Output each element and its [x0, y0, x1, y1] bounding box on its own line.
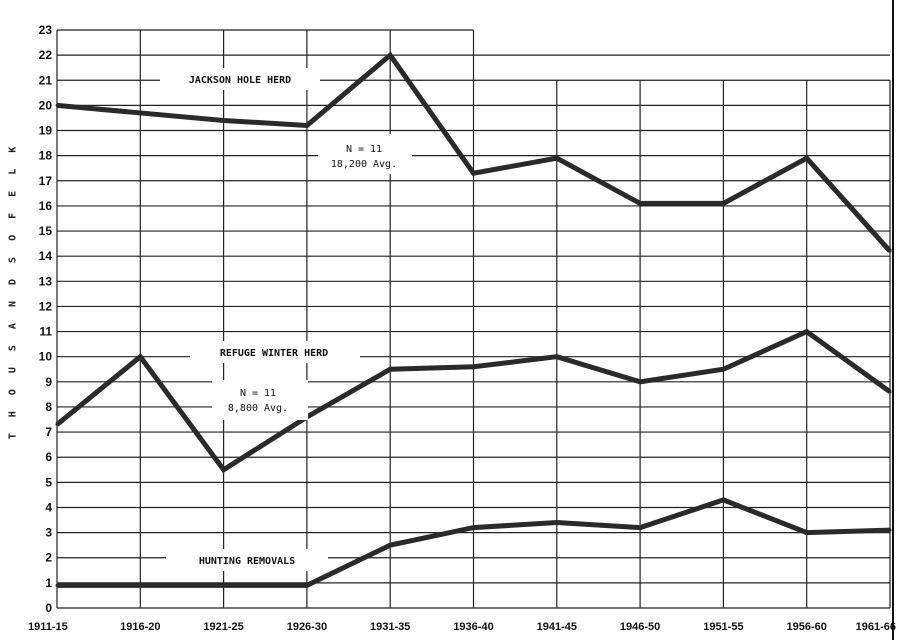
data-point — [388, 53, 392, 57]
x-tick-label: 1951-55 — [703, 621, 743, 633]
x-tick-label: 1931-35 — [370, 621, 410, 633]
data-point — [472, 365, 475, 369]
y-tick-label: 9 — [45, 375, 52, 389]
y-tick-label: 1 — [45, 576, 52, 590]
y-tick-label: 10 — [39, 350, 53, 364]
y-tick-label: 16 — [39, 199, 53, 213]
y-tick-label: 11 — [39, 325, 52, 339]
data-point — [222, 118, 226, 122]
x-tick-label: 1936-40 — [453, 621, 493, 633]
data-point — [888, 390, 892, 394]
data-point — [138, 355, 142, 359]
annotation-jackson-hole: N = 11 18,200 Avg. — [318, 134, 412, 174]
x-tick-label: 1926-30 — [287, 621, 327, 633]
x-tick-label: 1961-66 — [856, 621, 896, 633]
annotation-jackson-avg: 18,200 Avg. — [331, 159, 397, 170]
y-tick-label: 0 — [45, 601, 52, 615]
data-point — [805, 531, 809, 535]
y-tick-label: 13 — [39, 274, 53, 288]
series-label-jackson-hole-text: JACKSON HOLE HERD — [189, 75, 291, 86]
y-tick-label: 20 — [39, 98, 53, 112]
data-point — [638, 526, 642, 530]
y-tick-label: 19 — [39, 124, 53, 138]
y-tick-label: 15 — [39, 224, 53, 238]
x-tick-label: 1946-50 — [620, 621, 660, 633]
y-tick-label: 14 — [39, 249, 53, 263]
x-tick-label: 1956-60 — [787, 621, 827, 633]
y-tick-label: 5 — [45, 475, 52, 489]
data-point — [805, 156, 809, 160]
x-tick-labels: 1911-15 1916-20 1921-25 1926-30 1931-35 1936-… — [28, 621, 896, 633]
x-tick-label: 1941-45 — [537, 621, 577, 633]
data-point — [138, 583, 142, 587]
series-label-refuge-winter-text: REFUGE WINTER HERD — [220, 348, 328, 359]
data-point — [555, 355, 559, 359]
annotation-jackson-n: N = 11 — [346, 144, 382, 155]
x-tick-label: 1916-20 — [120, 621, 160, 633]
data-point — [305, 123, 309, 127]
data-point — [472, 171, 475, 175]
y-tick-label: 23 — [39, 23, 53, 37]
data-point — [55, 423, 59, 427]
data-point — [638, 380, 642, 384]
data-point — [388, 367, 392, 371]
annotation-refuge-winter: N = 11 8,800 Avg. — [212, 380, 308, 420]
data-point — [721, 367, 725, 371]
y-tick-label: 3 — [45, 526, 52, 540]
data-point — [55, 583, 59, 587]
grid — [56, 0, 894, 640]
y-tick-label: 8 — [45, 400, 52, 414]
data-point — [555, 156, 559, 160]
data-point — [555, 521, 559, 525]
data-point — [721, 201, 725, 205]
y-tick-label: 21 — [39, 73, 53, 87]
data-point — [305, 583, 309, 587]
y-tick-label: 12 — [39, 299, 53, 313]
y-tick-label: 17 — [39, 174, 53, 188]
data-point — [888, 249, 892, 253]
y-tick-label: 18 — [39, 149, 53, 163]
y-tick-label: 7 — [45, 425, 52, 439]
data-point — [638, 201, 642, 205]
y-tick-label: 4 — [45, 500, 52, 514]
annotation-refuge-avg: 8,800 Avg. — [228, 403, 288, 414]
x-tick-label: 1911-15 — [28, 621, 68, 633]
annotation-refuge-n: N = 11 — [240, 388, 276, 399]
y-tick-label: 2 — [45, 551, 52, 565]
data-point — [138, 111, 142, 115]
y-tick-label: 22 — [39, 48, 53, 62]
y-tick-label: 6 — [45, 450, 52, 464]
data-point — [222, 583, 226, 587]
x-tick-label: 1921-25 — [203, 621, 243, 633]
data-point — [805, 330, 809, 334]
series-lines — [55, 51, 892, 588]
data-point — [388, 543, 392, 547]
series-label-refuge-winter: REFUGE WINTER HERD — [190, 341, 360, 363]
data-point — [721, 498, 725, 502]
data-point — [888, 528, 892, 532]
series-label-hunting-removals: HUNTING REMOVALS — [166, 549, 328, 571]
data-point — [55, 103, 59, 107]
series-label-hunting-removals-text: HUNTING REMOVALS — [199, 556, 295, 567]
data-point — [472, 526, 475, 530]
series-label-jackson-hole: JACKSON HOLE HERD — [160, 68, 320, 90]
data-point — [222, 468, 226, 472]
